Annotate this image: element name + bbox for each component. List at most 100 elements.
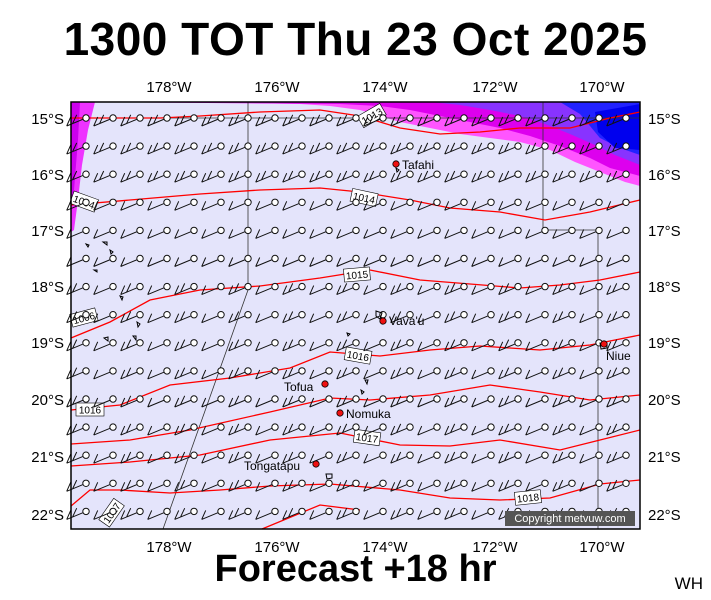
wind-station [109, 339, 117, 347]
wind-station [271, 423, 279, 431]
wind-station [271, 395, 279, 403]
wind-station [406, 114, 414, 122]
wind-station [271, 254, 279, 263]
wind-station [487, 479, 495, 487]
wind-station [271, 226, 279, 235]
wind-station [541, 339, 549, 347]
wind-station [298, 198, 306, 207]
wind-station [622, 451, 630, 459]
wind-station [433, 479, 441, 487]
wind-station [271, 282, 279, 291]
wind-station [136, 507, 144, 516]
wind-station [163, 226, 171, 235]
isobar-label: 1016 [346, 350, 370, 365]
wind-station [82, 282, 90, 291]
wind-station [352, 311, 360, 319]
wind-station [514, 423, 522, 431]
wind-station [514, 198, 522, 207]
wind-station [244, 395, 252, 403]
wind-station [298, 170, 306, 178]
wind-station [298, 282, 306, 291]
wind-station [460, 226, 468, 235]
wind-station [325, 423, 333, 431]
wind-station [163, 423, 171, 431]
wind-station [163, 114, 171, 122]
wind-station [595, 142, 603, 150]
wind-station [514, 479, 522, 487]
wind-station [298, 367, 306, 375]
wind-station [433, 311, 441, 319]
wind-station [352, 198, 360, 207]
wind-station [514, 142, 522, 150]
wind-station [514, 282, 522, 291]
wind-station [541, 198, 549, 207]
wind-station [433, 339, 441, 347]
wind-station [82, 479, 90, 487]
lon-label: 172°W [472, 79, 518, 96]
wind-station [190, 367, 198, 375]
wind-station [271, 170, 279, 178]
wind-station [244, 423, 252, 431]
wind-station [541, 367, 549, 375]
wind-station [217, 254, 225, 263]
wind-station [163, 282, 171, 291]
wind-station [352, 423, 360, 431]
wind-station [460, 142, 468, 150]
isobar-label: 1018 [516, 492, 540, 505]
wind-station [379, 198, 387, 207]
wind-station [325, 170, 333, 178]
wind-station [514, 226, 522, 235]
wind-station [136, 114, 144, 122]
wind-station [487, 226, 495, 235]
place-marker-nomuka [336, 409, 344, 417]
wind-station [433, 142, 441, 150]
isobar-label: 1016 [79, 406, 102, 417]
wind-station [460, 479, 468, 487]
wind-station [568, 311, 576, 319]
wind-station [271, 198, 279, 207]
wind-station [406, 367, 414, 375]
wind-station [514, 254, 522, 263]
lat-labels-left: 15°S 16°S 17°S 18°S 19°S 20°S 21°S 22°S [31, 111, 64, 524]
wind-station [622, 311, 630, 319]
wind-station [82, 114, 90, 122]
wind-station [271, 311, 279, 319]
lat-label: 20°S [31, 392, 64, 409]
lat-label: 22°S [648, 507, 681, 524]
wind-station [325, 451, 333, 459]
wind-station [217, 479, 225, 487]
wind-station [622, 170, 630, 178]
wind-station [568, 395, 576, 403]
wind-station [406, 395, 414, 403]
wind-station [541, 423, 549, 431]
forecast-label: Forecast +18 hr [214, 548, 497, 590]
wind-station [622, 339, 630, 347]
wind-station [406, 311, 414, 319]
wind-station [325, 114, 333, 122]
lat-label: 21°S [31, 449, 64, 466]
wind-station [622, 479, 630, 487]
wind-station [379, 339, 387, 347]
wind-station [514, 114, 522, 122]
wind-station [82, 451, 90, 459]
wind-station [271, 367, 279, 375]
wind-station [163, 254, 171, 263]
wind-station [271, 479, 279, 487]
lon-label: 174°W [362, 539, 408, 556]
wind-station [271, 507, 279, 516]
wind-station [298, 451, 306, 459]
wind-station [487, 170, 495, 178]
wind-station [325, 254, 333, 263]
place-label-vavau: Vava'u [389, 314, 424, 328]
wind-station [568, 254, 576, 263]
wind-station [595, 170, 603, 178]
wind-station [622, 198, 630, 207]
core-wind-shading [595, 104, 640, 150]
wind-station [190, 226, 198, 235]
wind-station [352, 451, 360, 459]
wind-station [217, 423, 225, 431]
wind-station [298, 479, 306, 487]
wind-station [541, 114, 549, 122]
lat-label: 20°S [648, 392, 681, 409]
wind-station [163, 479, 171, 487]
